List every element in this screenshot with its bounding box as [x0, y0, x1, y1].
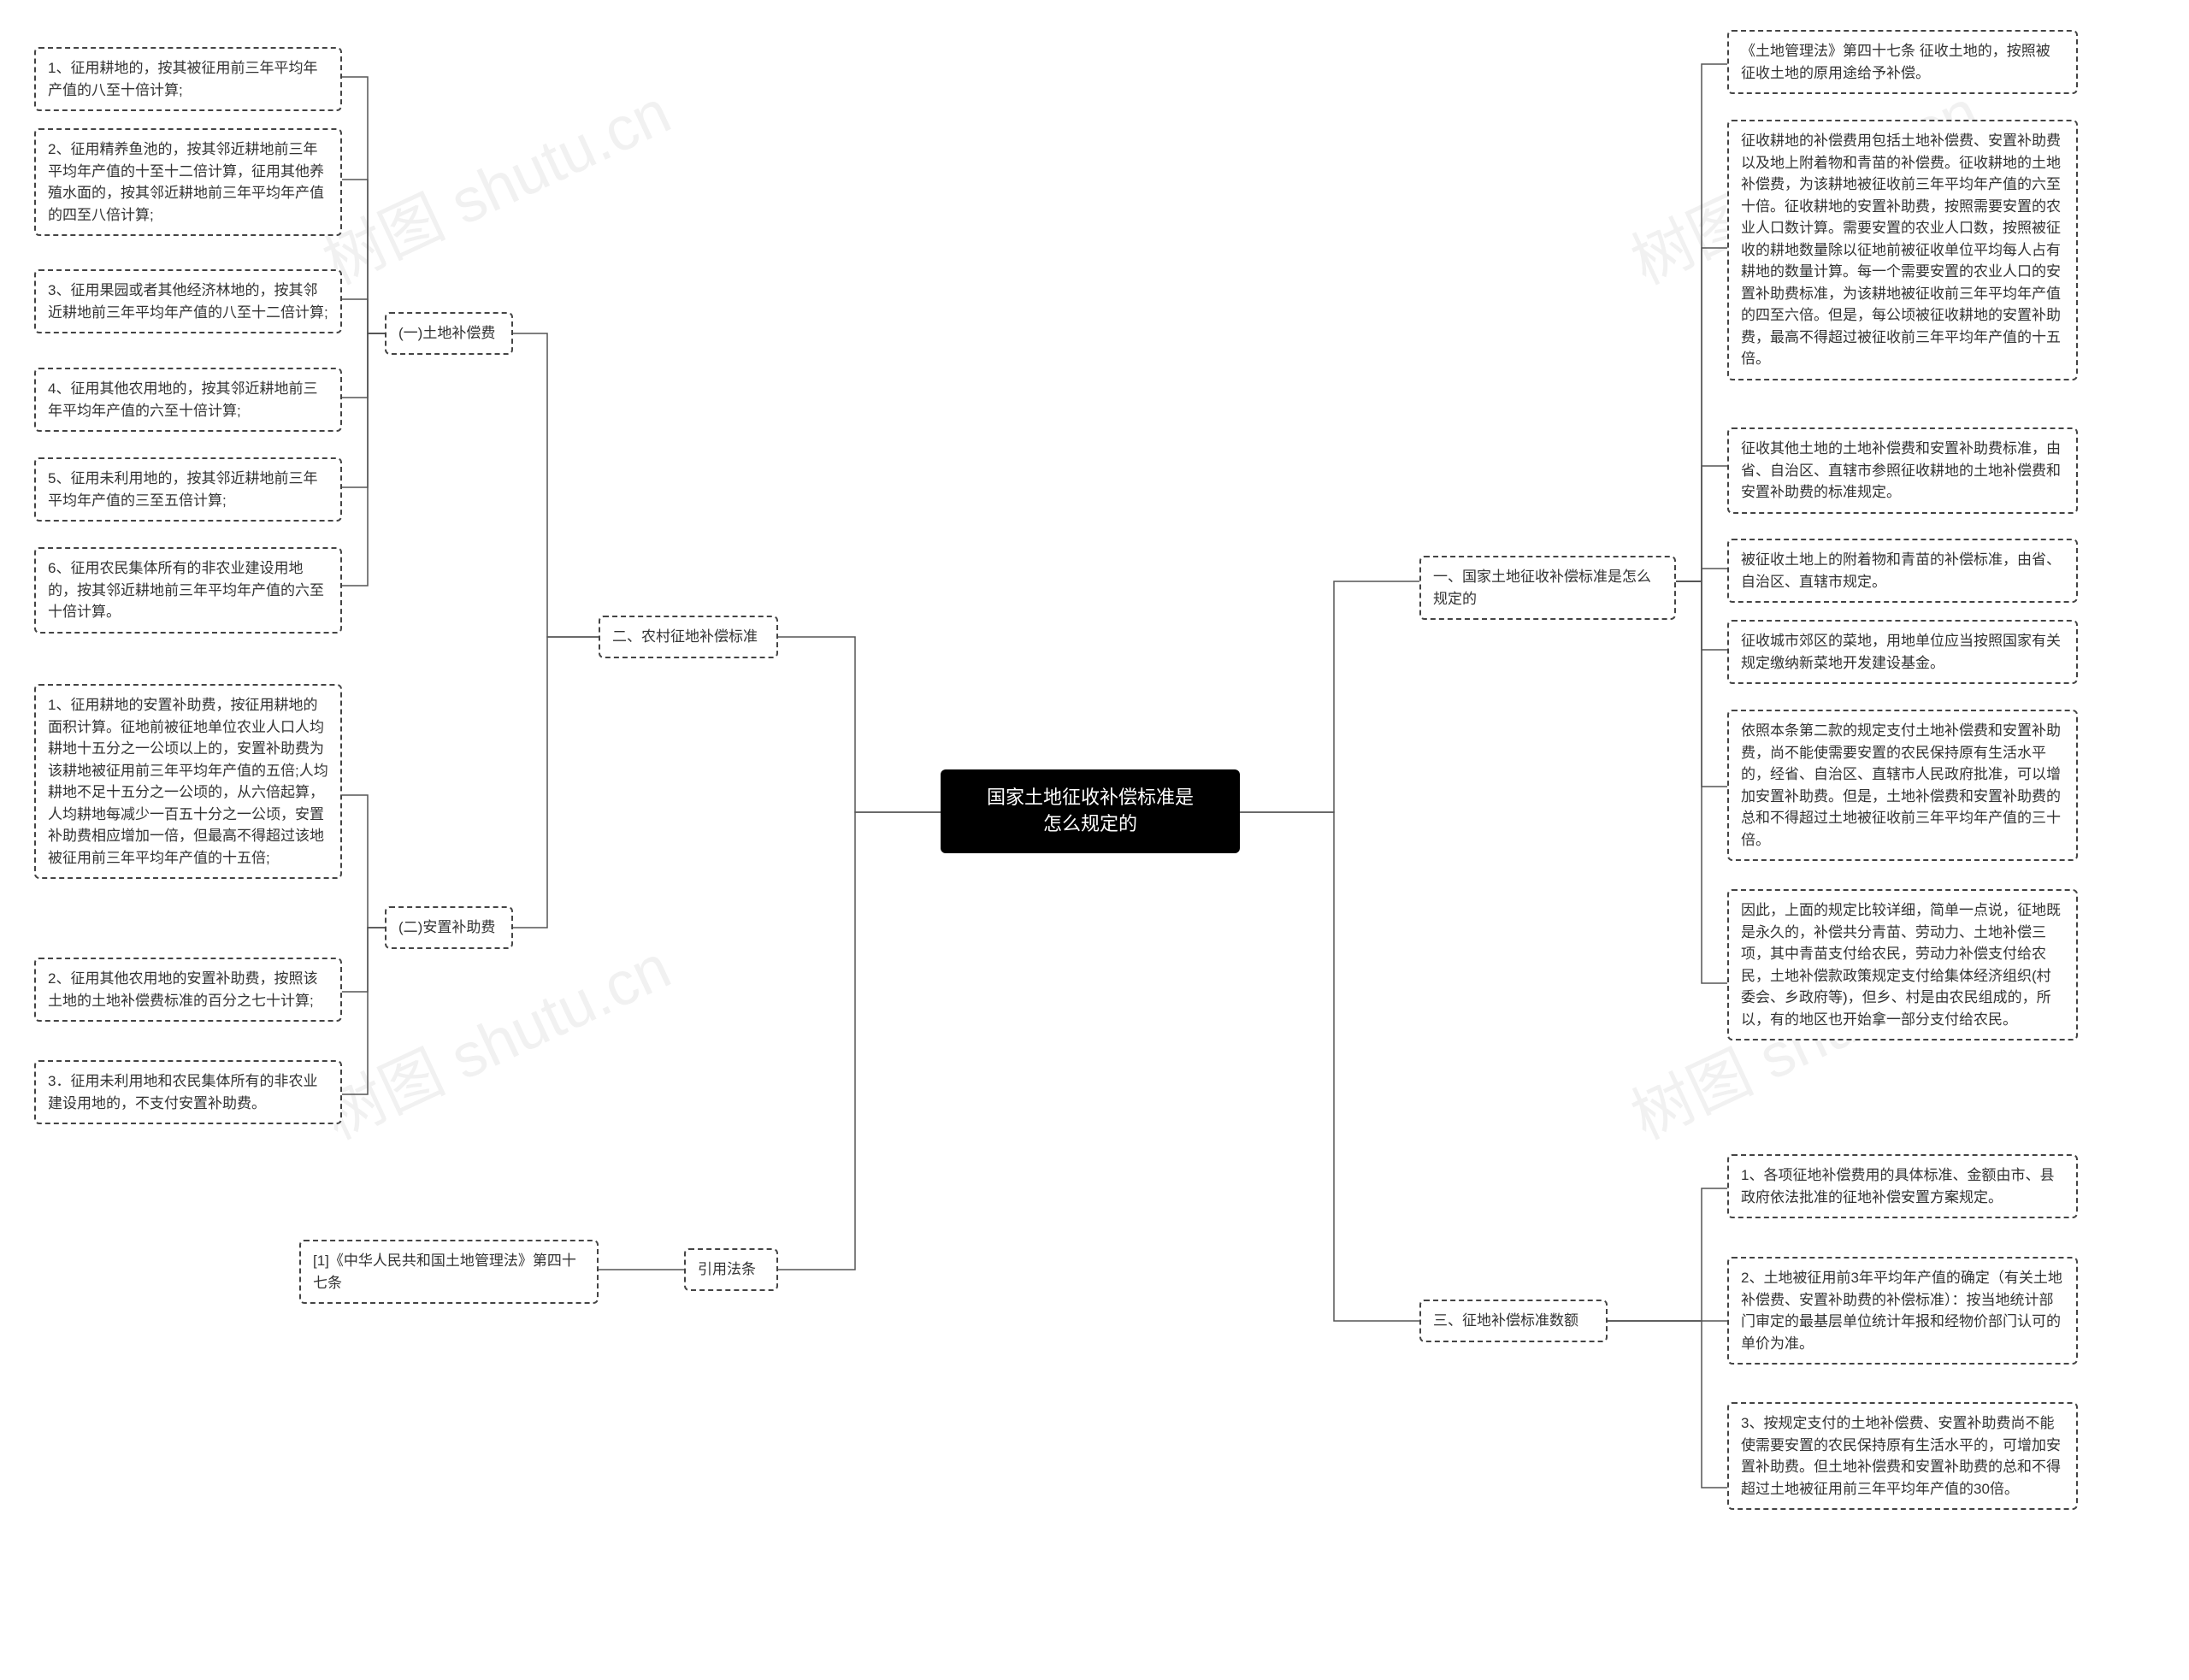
subA-item: 2、征用精养鱼池的，按其邻近耕地前三年平均年产值的十至十二倍计算，征用其他养殖水… [34, 128, 342, 236]
subA-item: 1、征用耕地的，按其被征用前三年平均年产值的八至十倍计算; [34, 47, 342, 111]
section3-item: 3、按规定支付的土地补偿费、安置补助费尚不能使需要安置的农民保持原有生活水平的，… [1727, 1402, 2078, 1510]
section3-title: 三、征地补偿标准数额 [1419, 1300, 1608, 1342]
section3-item: 1、各项征地补偿费用的具体标准、金额由市、县政府依法批准的征地补偿安置方案规定。 [1727, 1154, 2078, 1218]
subA-item: 3、征用果园或者其他经济林地的，按其邻近耕地前三年平均年产值的八至十二倍计算; [34, 269, 342, 333]
subB-item: 3．征用未利用地和农民集体所有的非农业建设用地的，不支付安置补助费。 [34, 1060, 342, 1124]
subA-item: 6、征用农民集体所有的非农业建设用地的，按其邻近耕地前三年平均年产值的六至十倍计… [34, 547, 342, 634]
citations-item: [1]《中华人民共和国土地管理法》第四十七条 [299, 1240, 599, 1304]
section1-item: 《土地管理法》第四十七条 征收土地的，按照被征收土地的原用途给予补偿。 [1727, 30, 2078, 94]
subB-item: 1、征用耕地的安置补助费，按征用耕地的面积计算。征地前被征地单位农业人口人均耕地… [34, 684, 342, 879]
subB-item: 2、征用其他农用地的安置补助费，按照该土地的土地补偿费标准的百分之七十计算; [34, 958, 342, 1022]
section2-title: 二、农村征地补偿标准 [599, 616, 778, 658]
watermark: 树图 shutu.cn [306, 62, 682, 302]
section1-item: 征收城市郊区的菜地，用地单位应当按照国家有关规定缴纳新菜地开发建设基金。 [1727, 620, 2078, 684]
watermark: 树图 shutu.cn [306, 917, 682, 1157]
section3-item: 2、土地被征用前3年平均年产值的确定（有关土地补偿费、安置补助费的补偿标准）：按… [1727, 1257, 2078, 1365]
section1-item: 征收其他土地的土地补偿费和安置补助费标准，由省、自治区、直辖市参照征收耕地的土地… [1727, 427, 2078, 514]
center-topic: 国家土地征收补偿标准是怎么规定的 [941, 769, 1240, 853]
citations-title: 引用法条 [684, 1248, 778, 1291]
section1-item: 被征收土地上的附着物和青苗的补偿标准，由省、自治区、直辖市规定。 [1727, 539, 2078, 603]
section2-subA-title: (一)土地补偿费 [385, 312, 513, 355]
section1-item: 征收耕地的补偿费用包括土地补偿费、安置补助费以及地上附着物和青苗的补偿费。征收耕… [1727, 120, 2078, 380]
section1-title: 一、国家土地征收补偿标准是怎么规定的 [1419, 556, 1676, 620]
subA-item: 5、征用未利用地的，按其邻近耕地前三年平均年产值的三至五倍计算; [34, 457, 342, 522]
section1-item: 依照本条第二款的规定支付土地补偿费和安置补助费，尚不能使需要安置的农民保持原有生… [1727, 710, 2078, 861]
subA-item: 4、征用其他农用地的，按其邻近耕地前三年平均年产值的六至十倍计算; [34, 368, 342, 432]
section1-item: 因此，上面的规定比较详细，简单一点说，征地既是永久的，补偿共分青苗、劳动力、土地… [1727, 889, 2078, 1040]
section2-subB-title: (二)安置补助费 [385, 906, 513, 949]
